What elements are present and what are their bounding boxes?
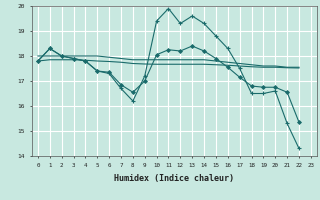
X-axis label: Humidex (Indice chaleur): Humidex (Indice chaleur) [115,174,234,183]
